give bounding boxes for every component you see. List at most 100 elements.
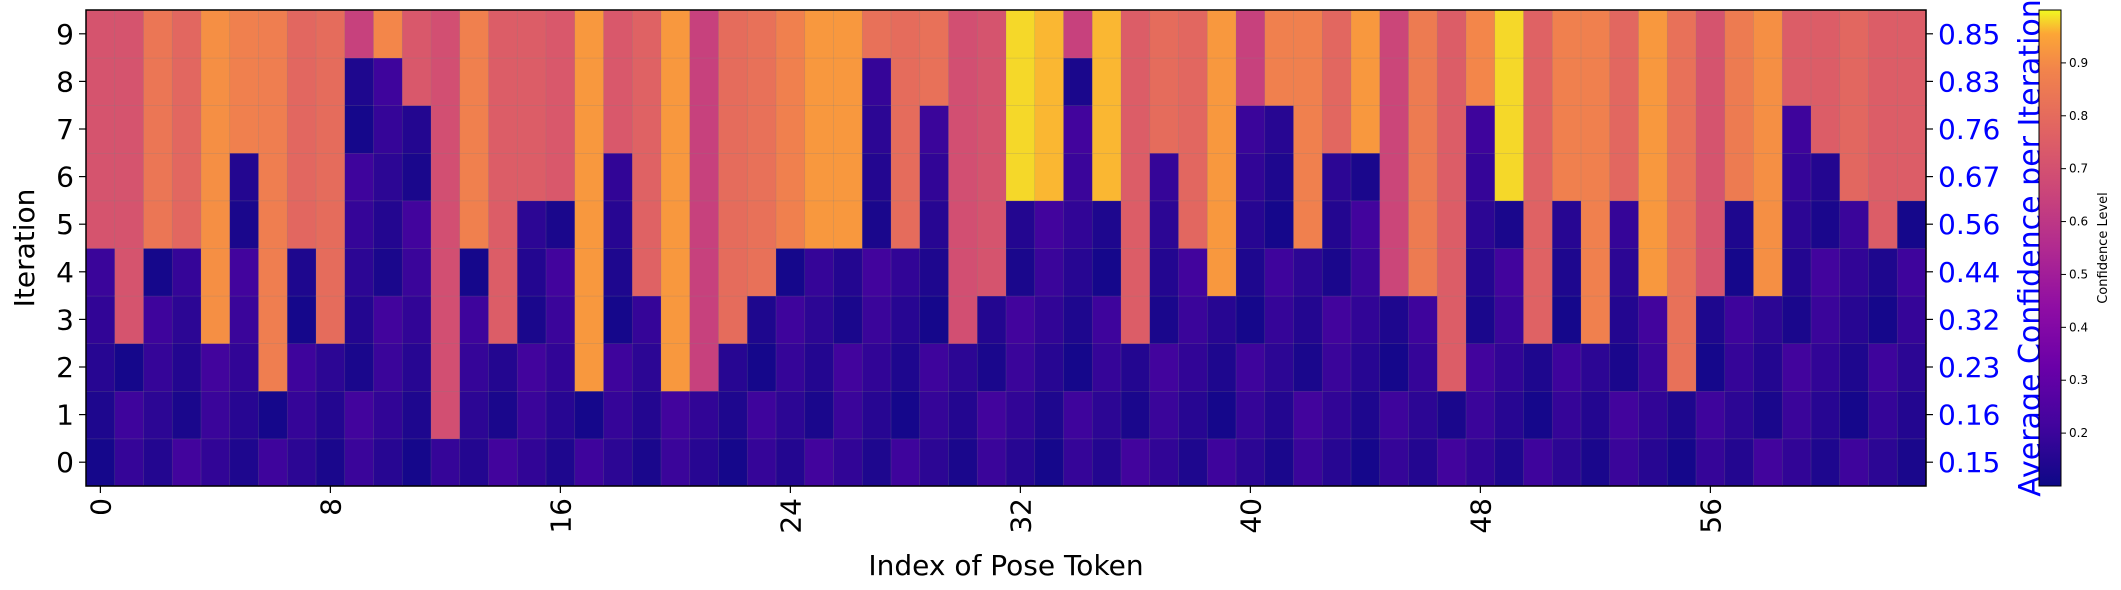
heatmap-cell [804, 9, 835, 59]
heatmap-cell [114, 390, 145, 440]
heatmap-cell [689, 200, 720, 249]
avg-confidence-label: 0.44 [1938, 256, 2000, 289]
heatmap-cell [1724, 9, 1755, 59]
heatmap-cell [1638, 390, 1669, 440]
heatmap-cell [775, 9, 806, 59]
heatmap-cell [430, 152, 461, 202]
heatmap-cell [746, 200, 777, 249]
heatmap-cell [775, 438, 806, 487]
heatmap-cell [286, 295, 317, 345]
heatmap-cell [1235, 342, 1266, 392]
heatmap-cell [1264, 104, 1295, 154]
y-tick-label: 3 [56, 303, 74, 336]
heatmap-cell [1063, 152, 1094, 202]
colorbar [2038, 9, 2062, 487]
heatmap-cell [258, 438, 289, 487]
heatmap-cell [948, 104, 979, 154]
heatmap-cell [258, 104, 289, 154]
heatmap-cell [746, 295, 777, 345]
heatmap-cell [804, 152, 835, 202]
heatmap-cell [1839, 342, 1870, 392]
heatmap-cell [1379, 295, 1410, 345]
heatmap-cell [689, 390, 720, 440]
heatmap-cell [430, 295, 461, 345]
heatmap-cell [1810, 247, 1841, 297]
y-tick-label: 0 [56, 446, 74, 479]
heatmap-cell [430, 247, 461, 297]
heatmap-cell [775, 200, 806, 249]
heatmap-cell [1091, 152, 1122, 202]
heatmap-cell [1235, 152, 1266, 202]
heatmap-cell [488, 438, 519, 487]
heatmap-cell [1034, 104, 1065, 154]
heatmap-cell [1120, 152, 1151, 202]
heatmap-cell [631, 342, 662, 392]
heatmap-cell [258, 152, 289, 202]
heatmap-cell [1321, 200, 1352, 249]
heatmap-cell [1091, 295, 1122, 345]
heatmap-cell [1781, 247, 1812, 297]
heatmap-cell [775, 57, 806, 106]
heatmap-cell [1005, 438, 1036, 487]
heatmap-cell [1206, 247, 1237, 297]
heatmap-cell [1781, 390, 1812, 440]
heatmap-cell [229, 9, 260, 59]
heatmap-cell [689, 438, 720, 487]
heatmap-cell [373, 247, 404, 297]
heatmap-cell [1666, 438, 1697, 487]
x-tick-label: 8 [314, 498, 347, 516]
heatmap-cell [1695, 200, 1726, 249]
heatmap-cell [833, 200, 864, 249]
colorbar-ticks: 0.2 0.3 0.4 0.5 0.6 0.7 0.8 0.9 [2061, 56, 2088, 440]
heatmap-cell [1293, 200, 1324, 249]
heatmap-cell [459, 438, 490, 487]
heatmap-cell [574, 342, 605, 392]
avg-confidence-label: 0.23 [1938, 351, 2000, 384]
heatmap-cell [114, 57, 145, 106]
heatmap-cell [1781, 9, 1812, 59]
heatmap-cell [1580, 9, 1611, 59]
heatmap-cell [315, 57, 346, 106]
heatmap-cell [718, 247, 749, 297]
heatmap-cell [114, 342, 145, 392]
heatmap-cell [1465, 57, 1496, 106]
heatmap-cell [1264, 9, 1295, 59]
heatmap-cell [1206, 438, 1237, 487]
heatmap-cell [1609, 295, 1640, 345]
heatmap-cell [459, 57, 490, 106]
heatmap-cell [1494, 57, 1525, 106]
heatmap-cell [1839, 57, 1870, 106]
heatmap-cell [1465, 390, 1496, 440]
heatmap-cell [401, 295, 432, 345]
heatmap-cell [1178, 152, 1209, 202]
heatmap-cell [401, 104, 432, 154]
heatmap-cell [746, 438, 777, 487]
heatmap-cell [660, 438, 691, 487]
heatmap-cell [1206, 152, 1237, 202]
heatmap-cell [833, 438, 864, 487]
x-tick-label: 0 [84, 498, 117, 516]
heatmap-cell [459, 9, 490, 59]
heatmap-cell [861, 247, 892, 297]
heatmap-cell [1753, 9, 1784, 59]
heatmap-cell [258, 295, 289, 345]
heatmap-cell [976, 9, 1007, 59]
heatmap-cell [488, 57, 519, 106]
heatmap-cell [833, 57, 864, 106]
heatmap-cell [1666, 152, 1697, 202]
heatmap-cell [516, 342, 547, 392]
heatmap-cell [1005, 152, 1036, 202]
x-tick-label: 32 [1004, 498, 1037, 534]
heatmap-cell [833, 104, 864, 154]
heatmap-cell [1120, 295, 1151, 345]
heatmap-cell [315, 9, 346, 59]
heatmap-cell [286, 104, 317, 154]
heatmap-cell [1178, 57, 1209, 106]
heatmap-cell [1149, 9, 1180, 59]
heatmap-cell [1034, 342, 1065, 392]
heatmap-cell [1408, 57, 1439, 106]
heatmap-cell [1120, 438, 1151, 487]
heatmap-cell [1609, 104, 1640, 154]
heatmap-cell [171, 390, 202, 440]
heatmap-cell [1436, 104, 1467, 154]
